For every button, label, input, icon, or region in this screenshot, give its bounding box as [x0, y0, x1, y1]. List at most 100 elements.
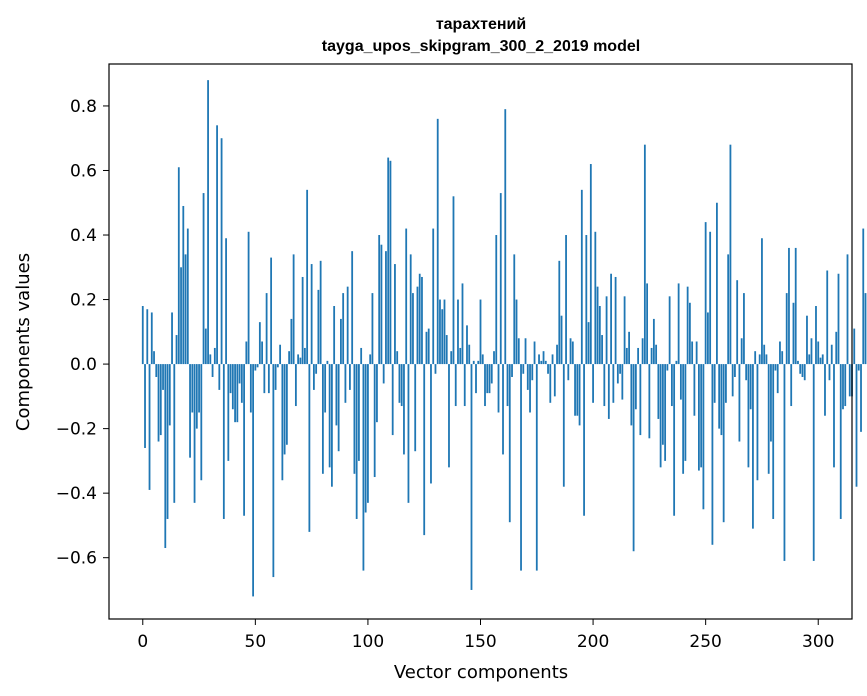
bar [452, 196, 455, 365]
bar [754, 351, 757, 365]
bar [427, 328, 430, 365]
bar [213, 347, 216, 365]
bar [236, 364, 239, 423]
bar [711, 364, 714, 545]
bar [189, 364, 191, 458]
bar [846, 254, 849, 365]
bar [661, 364, 664, 445]
bar [761, 238, 763, 365]
bar [758, 354, 761, 365]
y-tick-label: −0.6 [56, 549, 97, 569]
x-tick-label: 50 [245, 632, 267, 652]
bar [770, 364, 772, 442]
bar [274, 364, 277, 390]
bar [144, 364, 146, 448]
bar [290, 318, 293, 365]
bar [803, 364, 806, 381]
bar [526, 364, 529, 390]
bar [470, 364, 473, 590]
bar [797, 360, 799, 365]
bar [283, 364, 286, 455]
bar [373, 364, 376, 478]
bar [195, 364, 198, 429]
bar [335, 364, 338, 426]
bar [619, 364, 621, 374]
bar [580, 189, 583, 365]
bar [430, 364, 432, 484]
bar [418, 273, 421, 365]
bar [360, 347, 363, 365]
bar [612, 364, 615, 403]
bar [535, 364, 538, 571]
bar [353, 364, 356, 474]
bar [646, 283, 649, 365]
bar [385, 251, 387, 365]
bar [346, 286, 349, 365]
bar [272, 364, 275, 578]
bar [380, 244, 383, 365]
bar [324, 364, 327, 413]
bar [731, 364, 734, 397]
bar [821, 354, 824, 365]
bar [842, 364, 844, 410]
bar [171, 312, 173, 365]
bar [675, 360, 678, 365]
bar [702, 364, 705, 510]
bar [540, 360, 543, 365]
bar [398, 364, 401, 403]
bar [583, 364, 585, 516]
bar [607, 364, 610, 419]
bar [513, 254, 516, 365]
bar [308, 364, 311, 532]
bar [558, 260, 561, 365]
bar [416, 286, 419, 365]
bar [421, 276, 423, 365]
bar [542, 351, 545, 365]
bar [684, 364, 687, 461]
bar [576, 364, 579, 416]
bar [833, 364, 835, 468]
bar [752, 364, 754, 529]
bar [441, 309, 444, 365]
x-tick-label: 300 [802, 632, 834, 652]
x-tick-label: 200 [577, 632, 609, 652]
bar [686, 286, 689, 365]
bar [349, 364, 351, 390]
bar [477, 360, 480, 365]
bar [382, 364, 385, 384]
bar [720, 364, 723, 436]
chart-title: тарахтений [436, 16, 526, 33]
bar [391, 364, 394, 436]
bar [736, 280, 739, 365]
bar [333, 306, 336, 365]
bar [263, 364, 266, 394]
bar [625, 347, 628, 365]
bar [652, 318, 655, 365]
bar [862, 228, 865, 365]
bar [202, 193, 205, 365]
bar [177, 167, 180, 365]
bar [855, 364, 858, 487]
bar [655, 344, 658, 365]
bar [193, 364, 196, 503]
bar [621, 364, 624, 400]
bar [252, 364, 254, 597]
bar [247, 231, 250, 365]
bar [310, 264, 313, 365]
bar [164, 364, 167, 549]
bar [551, 354, 554, 365]
y-tick-label: −0.2 [56, 420, 97, 440]
bar [585, 235, 588, 365]
bar [184, 254, 187, 365]
bar [504, 109, 507, 365]
bar [337, 364, 340, 452]
bar [556, 344, 558, 365]
y-tick-label: 0.6 [70, 161, 97, 181]
bar [157, 364, 160, 442]
bar [191, 364, 194, 413]
bar [668, 296, 671, 365]
bar [673, 364, 676, 516]
bar [774, 364, 777, 371]
bar [409, 254, 412, 365]
